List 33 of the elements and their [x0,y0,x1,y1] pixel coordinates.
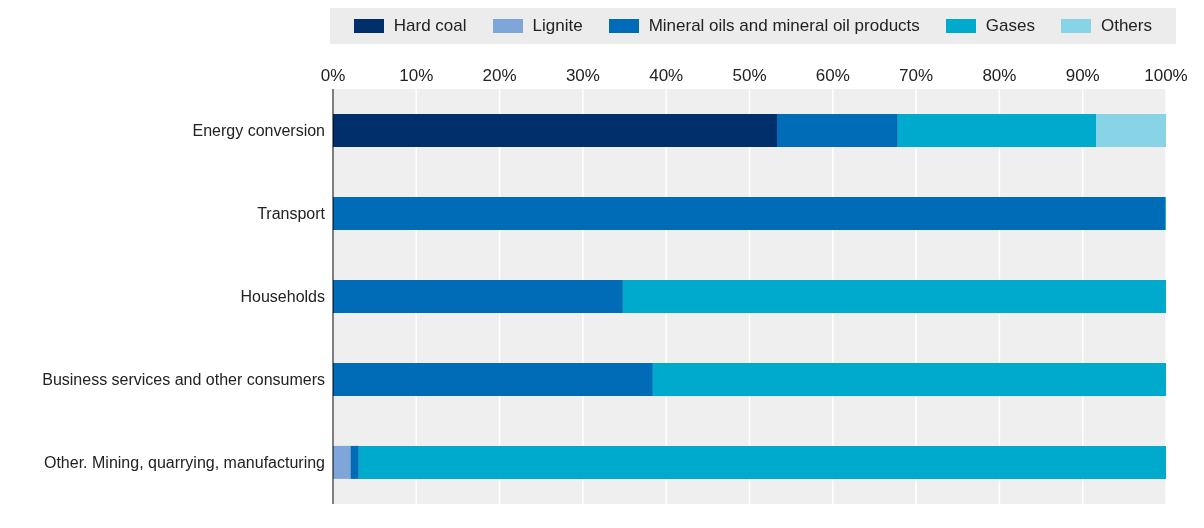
bar [350,445,359,479]
x-tick-label: 100% [1144,66,1188,85]
legend-label: Hard coal [393,16,467,36]
y-tick-label: Business services and other consumers [42,371,325,389]
legend-label: Others [1100,16,1152,36]
x-tick-label: 30% [565,66,600,85]
x-tick-label: 50% [732,66,767,85]
legend-label: Gases [985,16,1035,36]
x-tick-label: 90% [1065,66,1100,85]
legend-label: Mineral oils and mineral oil products [648,16,920,36]
x-tick-label: 0% [320,66,346,85]
legend-label: Lignite [532,16,583,36]
bar [333,362,653,396]
bar [776,113,898,147]
bar [333,113,777,147]
x-tick-label: 10% [399,66,434,85]
bar [333,196,1166,230]
x-tick-label: 60% [815,66,850,85]
x-tick-label: 40% [649,66,684,85]
x-tick-label: 70% [899,66,934,85]
x-tick-label: 80% [982,66,1017,85]
y-tick-label: Households [240,288,325,306]
y-tick-label: Other. Mining, quarrying, manufacturing [43,454,325,472]
y-tick-label: Energy conversion [192,122,325,140]
bar [333,445,351,479]
y-tick-label: Transport [257,205,326,223]
bar [897,113,1097,147]
bar [652,362,1166,396]
bar [333,279,623,313]
bar [622,279,1166,313]
bar [1096,113,1166,147]
x-tick-label: 20% [482,66,517,85]
bar [358,445,1166,479]
